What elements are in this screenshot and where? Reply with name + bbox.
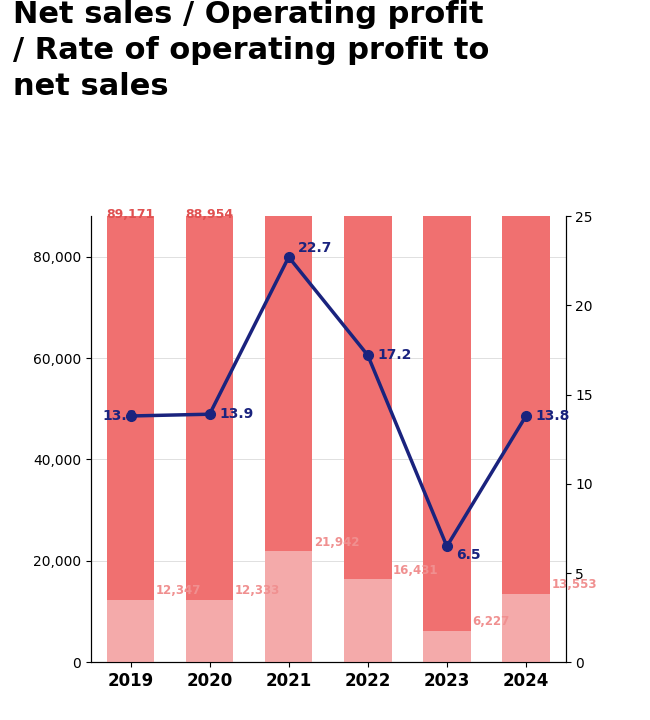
Bar [186, 211, 233, 662]
Bar [107, 210, 154, 662]
Bar [423, 631, 471, 662]
Bar [502, 594, 550, 662]
Text: 88,954: 88,954 [185, 208, 234, 221]
Text: 12,333: 12,333 [235, 585, 280, 598]
Bar [344, 177, 391, 662]
Text: 13.9: 13.9 [219, 408, 254, 421]
Bar [107, 600, 154, 662]
Bar [344, 579, 391, 662]
Text: 6.5: 6.5 [456, 548, 481, 562]
Text: 89,171: 89,171 [107, 208, 155, 221]
Bar [423, 180, 471, 662]
Bar [186, 600, 233, 662]
Text: 16,431: 16,431 [393, 564, 439, 577]
Text: Net sales / Operating profit
/ Rate of operating profit to
net sales: Net sales / Operating profit / Rate of o… [13, 0, 489, 101]
Text: 21,942: 21,942 [314, 536, 359, 549]
Text: 6,227: 6,227 [472, 616, 510, 629]
Text: 13,553: 13,553 [551, 578, 597, 591]
Bar [502, 166, 550, 662]
Text: 12,347: 12,347 [156, 584, 202, 597]
Text: 17.2: 17.2 [377, 348, 411, 362]
Text: 13.8: 13.8 [536, 409, 570, 423]
Bar [265, 172, 313, 662]
Text: 13.8: 13.8 [103, 409, 137, 423]
Bar [265, 551, 313, 662]
Text: 22.7: 22.7 [298, 241, 333, 255]
